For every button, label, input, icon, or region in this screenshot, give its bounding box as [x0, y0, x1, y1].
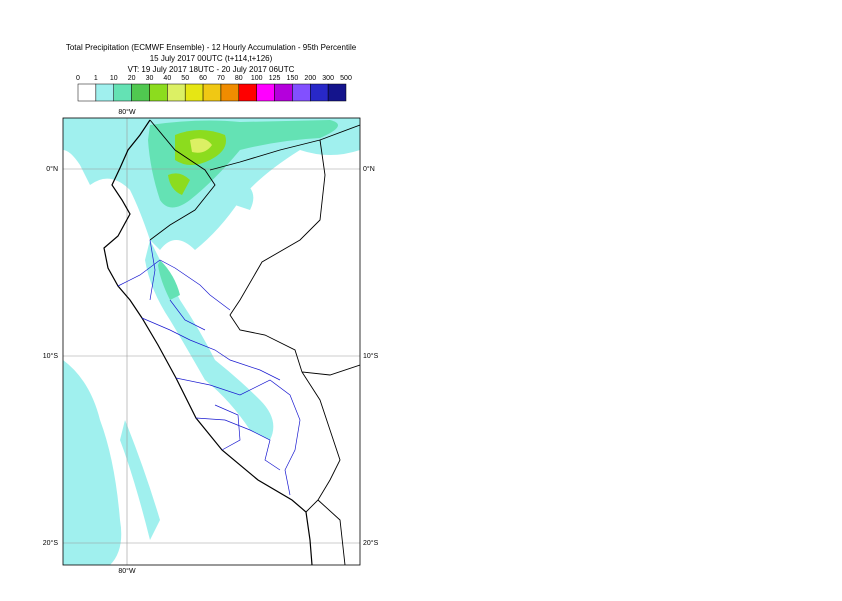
colorbar-box: [167, 83, 186, 102]
colorbar-box: [327, 83, 347, 102]
colorbar-label: 500: [340, 75, 352, 82]
colorbar-box: [184, 83, 204, 102]
colorbar-label: 0: [76, 75, 80, 82]
colorbar-label: 40: [163, 75, 171, 82]
colorbar-label: 20: [128, 75, 136, 82]
precip-very-heavy: [190, 138, 212, 153]
colorbar-box: [256, 83, 275, 102]
colorbar-label: 150: [287, 75, 299, 82]
colorbar-box: [95, 83, 114, 102]
lon-label: 80°W: [118, 108, 136, 116]
colorbar: 0 1 10 20 30 40 50 60 70 80 100 125 150 200 300 500: [76, 75, 352, 102]
country-border: [149, 119, 360, 565]
precip-light: [63, 118, 360, 565]
title-line: VT: 19 July 2017 18UTC - 20 July 2017 06…: [128, 65, 295, 74]
title-line: Total Precipitation (ECMWF Ensemble) - 1…: [66, 43, 357, 52]
lat-label: 10°S: [43, 352, 59, 360]
graticule: [63, 118, 360, 565]
colorbar-label: 300: [322, 75, 334, 82]
lat-label: 10°S: [363, 352, 379, 360]
colorbar-label: 70: [217, 75, 225, 82]
colorbar-box: [113, 83, 132, 102]
lat-label: 20°S: [43, 539, 59, 547]
colorbar-box: [202, 83, 222, 102]
colorbar-label: 50: [181, 75, 189, 82]
colorbar-label: 200: [304, 75, 316, 82]
colorbar-label: 60: [199, 75, 207, 82]
colorbar-box: [149, 83, 168, 102]
colorbar-label: 1: [94, 75, 98, 82]
colorbar-box: [77, 83, 97, 102]
lat-label: 0°N: [46, 165, 58, 173]
colorbar-label: 125: [269, 75, 281, 82]
coastline: [103, 119, 313, 565]
colorbar-label: 10: [110, 75, 118, 82]
map-frame: [62, 117, 361, 566]
colorbar-box: [220, 83, 240, 102]
title-line: 15 July 2017 00UTC (t+114,t+126): [150, 54, 273, 63]
admin-borders: [117, 239, 301, 496]
colorbar-box: [238, 83, 257, 102]
colorbar-label: 100: [251, 75, 263, 82]
colorbar-box: [310, 83, 329, 102]
colorbar-box: [274, 83, 293, 102]
map: 80°W 80°W 0°N 10°S 20°S 0°N 10°S 20°S: [43, 108, 379, 575]
lon-label: 80°W: [118, 567, 136, 575]
colorbar-label: 30: [146, 75, 154, 82]
colorbar-box: [292, 83, 311, 102]
colorbar-box: [131, 83, 150, 102]
lat-label: 0°N: [363, 165, 375, 173]
lat-label: 20°S: [363, 539, 379, 547]
colorbar-label: 80: [235, 75, 243, 82]
